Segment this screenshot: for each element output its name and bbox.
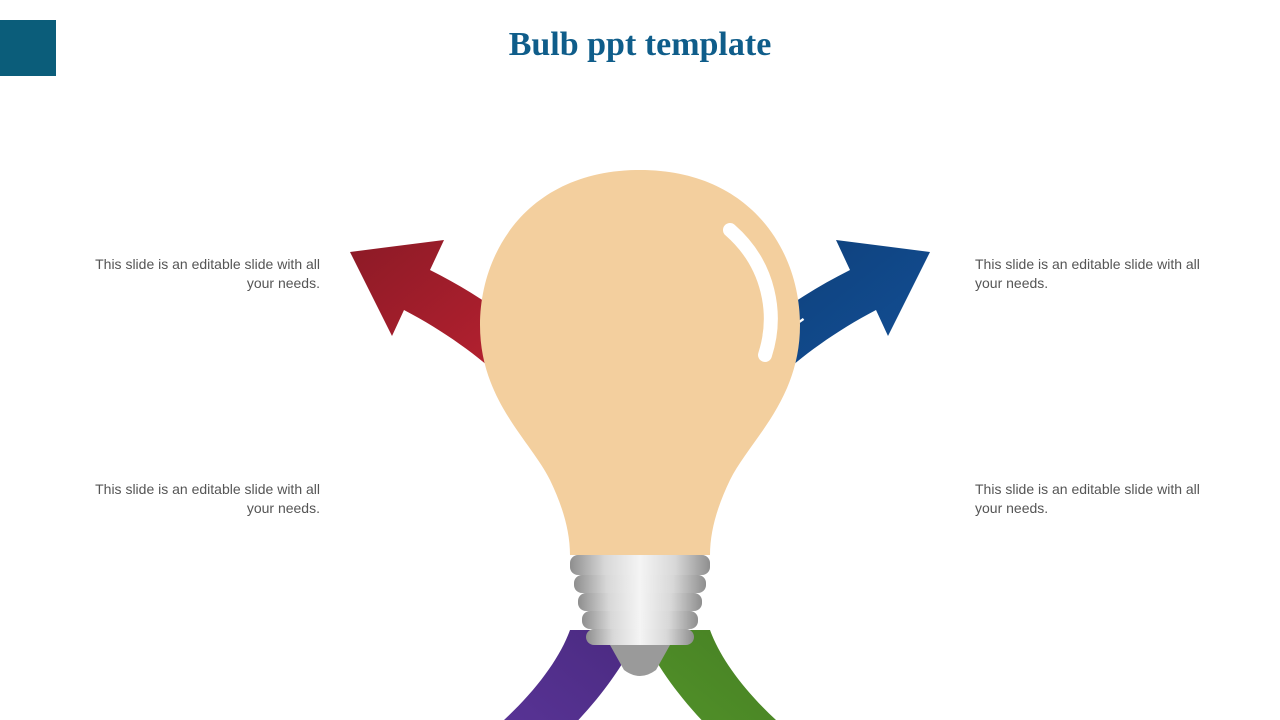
bulb-tip (610, 645, 670, 676)
lightbulb-icon (480, 170, 800, 676)
desc-2: This slide is an editable slide with all… (975, 255, 1205, 293)
desc-3: This slide is an editable slide with all… (90, 480, 320, 518)
desc-4: This slide is an editable slide with all… (975, 480, 1205, 518)
slide-canvas: Bulb ppt template (0, 0, 1280, 720)
diagram-stage: Heading 1 Heading 2 Heading 3 (0, 0, 1280, 720)
desc-1: This slide is an editable slide with all… (90, 255, 320, 293)
